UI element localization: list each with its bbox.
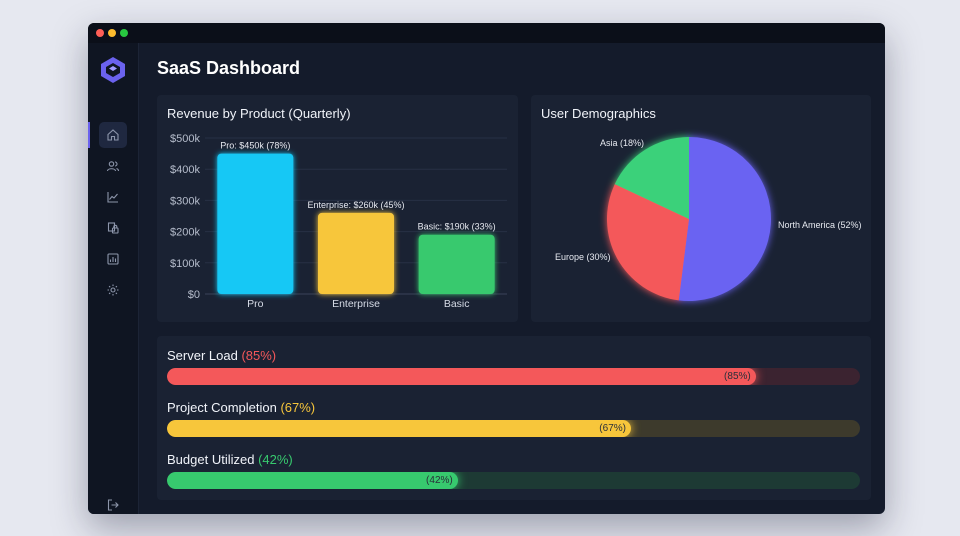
budget-utilized-label: Budget Utilized (42%) xyxy=(167,452,293,467)
y-tick-label: $200k xyxy=(170,227,200,239)
window-titlebar xyxy=(88,23,885,43)
pie-slices xyxy=(607,137,772,301)
server-load-progress-bar: (85%) xyxy=(167,368,860,385)
y-tick-label: $500k xyxy=(170,133,200,145)
server-load-percent: (85%) xyxy=(241,348,277,363)
x-category-label: Basic xyxy=(444,298,470,310)
demographics-pie-chart: North America (52%) Europe (30%) Asia (18%… xyxy=(555,137,862,301)
security-docs-icon xyxy=(107,222,119,234)
project-completion-percent: (67%) xyxy=(280,400,316,415)
budget-utilized-percent: (42%) xyxy=(258,452,293,467)
bar-pro[interactable] xyxy=(217,153,294,294)
budget-utilized-progress-bar: (42%) xyxy=(167,472,860,489)
dashboard-window: SaaS Dashboard Revenue by Product (Quart… xyxy=(88,23,885,514)
y-tick-label: $100k xyxy=(170,258,200,270)
trend-line-icon xyxy=(107,192,118,203)
project-completion-bar-value: (67%) xyxy=(599,423,626,434)
bar-report-icon xyxy=(107,253,119,265)
y-tick-label: $0 xyxy=(188,289,200,301)
pie-slice-label: Asia (18%) xyxy=(600,138,644,148)
pie-slice-europe[interactable] xyxy=(607,184,689,301)
project-completion-progress-bar: (67%) xyxy=(167,420,860,437)
sidebar-item-settings[interactable] xyxy=(99,277,127,303)
home-icon xyxy=(107,129,119,141)
pie-slice-label: Europe (30%) xyxy=(555,252,611,262)
y-tick-label: $400k xyxy=(170,164,200,176)
revenue-chart-panel: Revenue by Product (Quarterly) $0 $100k $2… xyxy=(157,95,518,322)
x-category-label: Pro xyxy=(247,298,264,310)
progress-panel: Server Load (85%) (85%) Project Completi… xyxy=(157,336,871,500)
budget-utilized-name: Budget Utilized xyxy=(167,452,255,467)
project-completion-label: Project Completion (67%) xyxy=(167,400,315,415)
sidebar-item-security[interactable] xyxy=(99,215,127,241)
close-window-button[interactable] xyxy=(96,29,104,37)
revenue-chart-title: Revenue by Product (Quarterly) xyxy=(167,106,351,121)
demographics-chart-panel: User Demographics North America (52%) Eur… xyxy=(531,95,871,322)
gear-icon xyxy=(107,284,119,296)
logout-icon xyxy=(107,499,119,511)
bar-data-label: Enterprise: $260k (45%) xyxy=(307,200,404,210)
bar-basic[interactable] xyxy=(418,234,495,294)
bar-data-label: Basic: $190k (33%) xyxy=(418,222,496,232)
sidebar xyxy=(88,43,139,514)
logout-button[interactable] xyxy=(99,492,127,514)
x-category-label: Enterprise xyxy=(332,298,380,310)
server-load-name: Server Load xyxy=(167,348,238,363)
demographics-chart-title: User Demographics xyxy=(541,106,656,121)
server-load-bar-value: (85%) xyxy=(724,371,751,382)
users-icon xyxy=(106,161,120,172)
budget-utilized-fill xyxy=(167,472,459,489)
server-load-fill xyxy=(167,368,757,385)
sidebar-item-reports[interactable] xyxy=(99,246,127,272)
pie-slice-asia[interactable] xyxy=(614,137,689,219)
sidebar-item-analytics[interactable] xyxy=(99,184,127,210)
y-tick-label: $300k xyxy=(170,195,200,207)
minimize-window-button[interactable] xyxy=(108,29,116,37)
project-completion-fill xyxy=(167,420,632,437)
project-completion-name: Project Completion xyxy=(167,400,277,415)
bar-enterprise[interactable] xyxy=(318,212,394,294)
server-load-label: Server Load (85%) xyxy=(167,348,276,363)
bar-data-label: Pro: $450k (78%) xyxy=(220,141,290,151)
pie-slice-label: North America (52%) xyxy=(778,220,862,230)
app-logo-icon xyxy=(101,57,125,83)
pie-slice-north-america[interactable] xyxy=(678,137,772,301)
maximize-window-button[interactable] xyxy=(120,29,128,37)
sidebar-item-users[interactable] xyxy=(99,153,127,179)
page-title: SaaS Dashboard xyxy=(157,58,301,78)
revenue-bar-chart: $0 $100k $200k $300k $400k $500k Pro: $450k (7… xyxy=(170,133,507,310)
budget-utilized-bar-value: (42%) xyxy=(426,475,453,486)
sidebar-item-home[interactable] xyxy=(88,122,127,148)
